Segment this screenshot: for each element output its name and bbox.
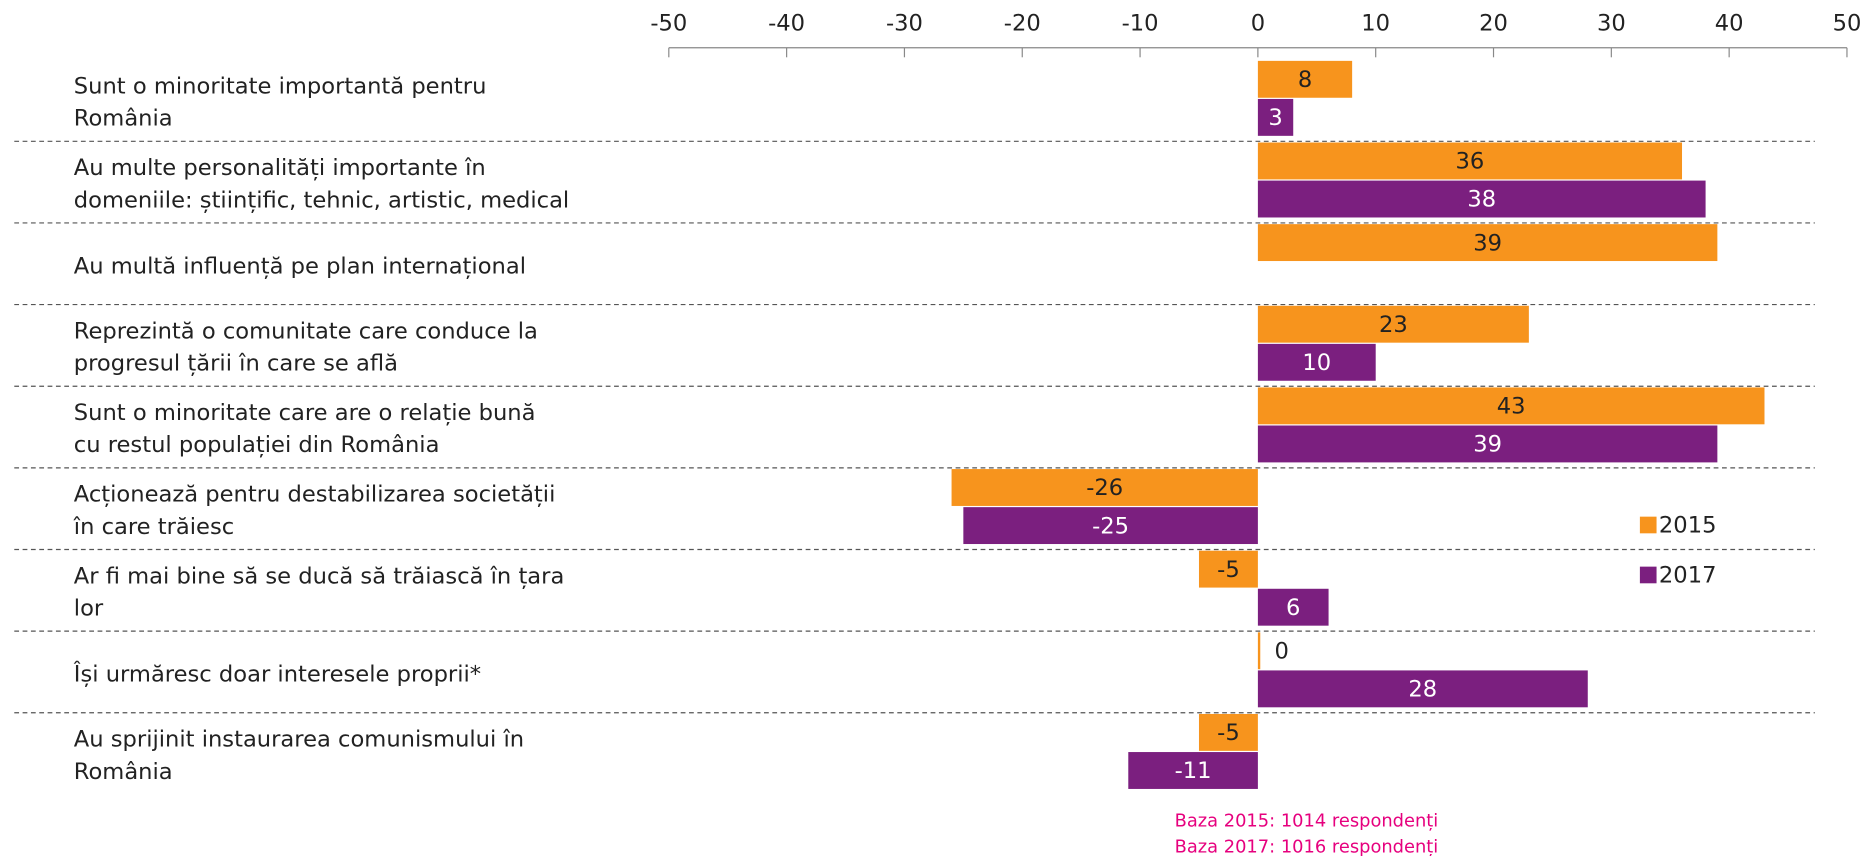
bar <box>1257 670 1588 708</box>
value-label: 6 <box>1286 595 1300 621</box>
footnote: Baza 2017: 1016 respondenți <box>1175 836 1439 856</box>
category-label: România <box>74 106 173 132</box>
value-label: 3 <box>1268 105 1282 131</box>
x-tick-label: -30 <box>886 10 923 36</box>
bar <box>1257 224 1718 262</box>
legend-swatch <box>1639 566 1657 584</box>
category-label: Au multe personalități importante în <box>74 155 486 181</box>
value-label: 23 <box>1379 312 1408 338</box>
bar <box>951 469 1258 506</box>
category-label: progresul țării în care se află <box>74 351 398 377</box>
bar <box>963 507 1258 545</box>
value-label: 8 <box>1298 67 1312 93</box>
category-label: în care trăiesc <box>73 514 234 540</box>
bar <box>1257 588 1329 626</box>
category-label: Își urmăresc doar interesele proprii* <box>73 660 481 688</box>
x-tick-label: 0 <box>1251 10 1265 36</box>
value-label: 38 <box>1467 187 1496 213</box>
x-tick-label: 30 <box>1597 10 1626 36</box>
category-label: Reprezintă o comunitate care conduce la <box>74 318 538 344</box>
bar <box>1198 550 1258 588</box>
bar <box>1198 713 1258 751</box>
x-tick-label: 40 <box>1715 10 1744 36</box>
category-label: România <box>74 759 173 785</box>
category-label: Acționează pentru destabilizarea societă… <box>74 482 556 508</box>
value-label: -11 <box>1175 758 1212 784</box>
category-label: cu restul populației din România <box>74 432 440 458</box>
legend-label: 2017 <box>1659 563 1717 589</box>
value-label: -25 <box>1092 513 1129 539</box>
value-label: -5 <box>1217 557 1240 583</box>
value-label: -26 <box>1086 475 1123 501</box>
bar <box>1128 752 1258 789</box>
x-tick-label: 50 <box>1833 10 1862 36</box>
value-label: 36 <box>1456 149 1485 175</box>
x-tick-label: 10 <box>1361 10 1390 36</box>
value-label: 39 <box>1473 432 1502 458</box>
category-label: Ar fi mai bine să se ducă să trăiască în… <box>74 563 565 589</box>
x-tick-label: -40 <box>768 10 805 36</box>
bar <box>1257 343 1376 381</box>
value-label: 10 <box>1302 350 1331 376</box>
value-label: 43 <box>1497 394 1526 420</box>
footnote: Baza 2015: 1014 respondenți <box>1175 810 1439 831</box>
category-label: lor <box>74 596 104 622</box>
value-label: 0 <box>1274 638 1288 664</box>
bar <box>1257 60 1353 98</box>
category-label: Au sprijinit instaurarea comunismului în <box>74 727 524 753</box>
legend-label: 2015 <box>1659 513 1717 539</box>
x-tick-label: 20 <box>1479 10 1508 36</box>
x-tick-label: -50 <box>650 10 687 36</box>
bar <box>1257 425 1718 463</box>
category-label: Au multă influență pe plan internațional <box>74 253 526 279</box>
category-label: Sunt o minoritate importantă pentru <box>74 74 487 100</box>
value-label: 28 <box>1408 677 1437 703</box>
bar <box>1257 632 1261 670</box>
legend-swatch <box>1639 516 1657 534</box>
bar <box>1257 98 1294 136</box>
bar <box>1257 142 1683 180</box>
x-tick-label: -10 <box>1122 10 1159 36</box>
category-label: Sunt o minoritate care are o relație bun… <box>74 400 536 426</box>
bar <box>1257 180 1706 218</box>
x-tick-label: -20 <box>1004 10 1041 36</box>
category-label: domeniile: științific, tehnic, artistic,… <box>74 187 569 213</box>
value-label: -5 <box>1217 720 1240 746</box>
bar <box>1257 387 1765 425</box>
value-label: 39 <box>1473 230 1502 256</box>
bar <box>1257 305 1529 343</box>
